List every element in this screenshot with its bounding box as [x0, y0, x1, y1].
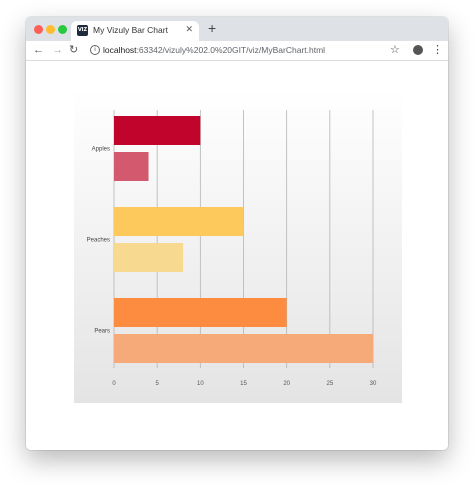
- category-label: Peaches: [87, 238, 110, 244]
- more-menu-icon[interactable]: ⋮: [432, 44, 443, 56]
- bar[interactable]: [114, 116, 201, 145]
- reload-icon[interactable]: ↻: [69, 44, 79, 56]
- tab-bar: VIZ My Vizuly Bar Chart ✕ +: [26, 17, 448, 41]
- address-bar[interactable]: localhost:63342/vizuly%202.0%20GIT/viz/M…: [103, 45, 325, 55]
- toolbar: ← → ↻ i localhost:63342/vizuly%202.0%20G…: [26, 41, 448, 61]
- maximize-window-button[interactable]: [58, 25, 67, 34]
- forward-arrow-icon[interactable]: →: [52, 44, 63, 56]
- bar[interactable]: [114, 334, 373, 363]
- bar[interactable]: [114, 243, 184, 272]
- bar[interactable]: [114, 298, 287, 327]
- url-host: localhost: [103, 45, 137, 55]
- tab-title: My Vizuly Bar Chart: [93, 25, 168, 35]
- x-tick-label: 25: [326, 381, 333, 387]
- browser-window: VIZ My Vizuly Bar Chart ✕ + ← → ↻ i loca…: [26, 17, 448, 450]
- bookmark-star-icon[interactable]: ☆: [390, 44, 400, 56]
- favicon-icon: VIZ: [77, 25, 88, 36]
- page-content: 0 5 10 15 20 25 30 Apples Peaches Pears: [26, 61, 448, 450]
- x-tick-label: 5: [155, 381, 159, 387]
- back-arrow-icon[interactable]: ←: [33, 44, 44, 56]
- close-window-button[interactable]: [34, 25, 43, 34]
- minimize-window-button[interactable]: [46, 25, 55, 34]
- bar-chart: 0 5 10 15 20 25 30 Apples Peaches Pears: [74, 88, 402, 403]
- url-path: :63342/vizuly%202.0%20GIT/viz/MyBarChart…: [136, 45, 326, 55]
- tab-close-icon[interactable]: ✕: [185, 24, 193, 34]
- account-icon[interactable]: [413, 45, 423, 55]
- category-label: Pears: [94, 329, 110, 335]
- x-tick-label: 15: [240, 381, 247, 387]
- category-label: Apples: [92, 147, 110, 153]
- x-tick-label: 10: [197, 381, 204, 387]
- bar[interactable]: [114, 152, 149, 181]
- new-tab-icon[interactable]: +: [208, 20, 217, 36]
- x-tick-label: 0: [112, 381, 116, 387]
- tab-active[interactable]: VIZ My Vizuly Bar Chart ✕: [71, 21, 199, 41]
- bar[interactable]: [114, 207, 244, 236]
- x-tick-label: 20: [283, 381, 290, 387]
- x-tick-label: 30: [370, 381, 377, 387]
- info-icon[interactable]: i: [90, 45, 100, 55]
